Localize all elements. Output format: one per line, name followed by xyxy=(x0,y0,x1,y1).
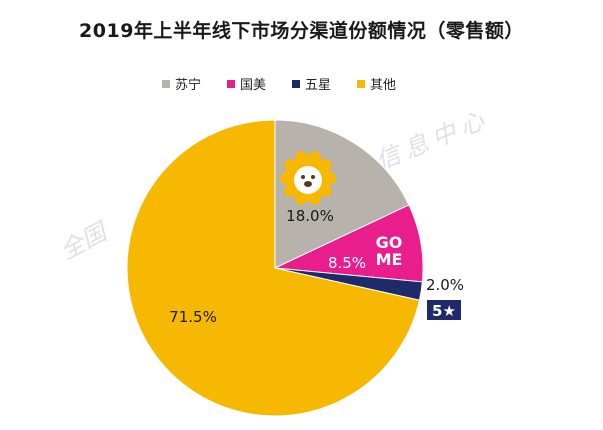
legend-item-other: 其他 xyxy=(357,74,396,93)
chart-title: 2019年上半年线下市场分渠道份额情况（零售额） xyxy=(79,20,524,42)
data-label-wuxing: 2.0% xyxy=(426,276,464,294)
legend-item-gome: 国美 xyxy=(227,74,266,93)
wuxing-logo-text: 5★ xyxy=(432,302,456,320)
wuxing-logo-badge xyxy=(427,300,461,320)
legend-label-suning: 苏宁 xyxy=(175,78,202,93)
gome-logo: GO ME xyxy=(376,233,403,269)
suning-lion-icon xyxy=(280,151,336,205)
data-label-gome: 8.5% xyxy=(328,254,366,272)
legend-label-other: 其他 xyxy=(370,78,397,93)
pie-slice-other xyxy=(126,119,421,417)
legend-swatch-gome xyxy=(227,79,236,88)
data-label-other: 71.5% xyxy=(169,308,217,326)
data-label-suning: 18.0% xyxy=(286,207,334,225)
legend-swatch-suning xyxy=(162,79,170,88)
legend-label-gome: 国美 xyxy=(240,78,267,93)
legend-label-wuxing: 五星 xyxy=(305,78,332,93)
legend-item-wuxing: 五星 xyxy=(292,74,331,93)
legend-item-suning: 苏宁 xyxy=(162,74,201,93)
legend-swatch-other xyxy=(357,79,366,88)
chart-legend: 苏宁 国美 五星 其他 xyxy=(162,74,396,93)
legend-swatch-wuxing xyxy=(292,79,301,88)
